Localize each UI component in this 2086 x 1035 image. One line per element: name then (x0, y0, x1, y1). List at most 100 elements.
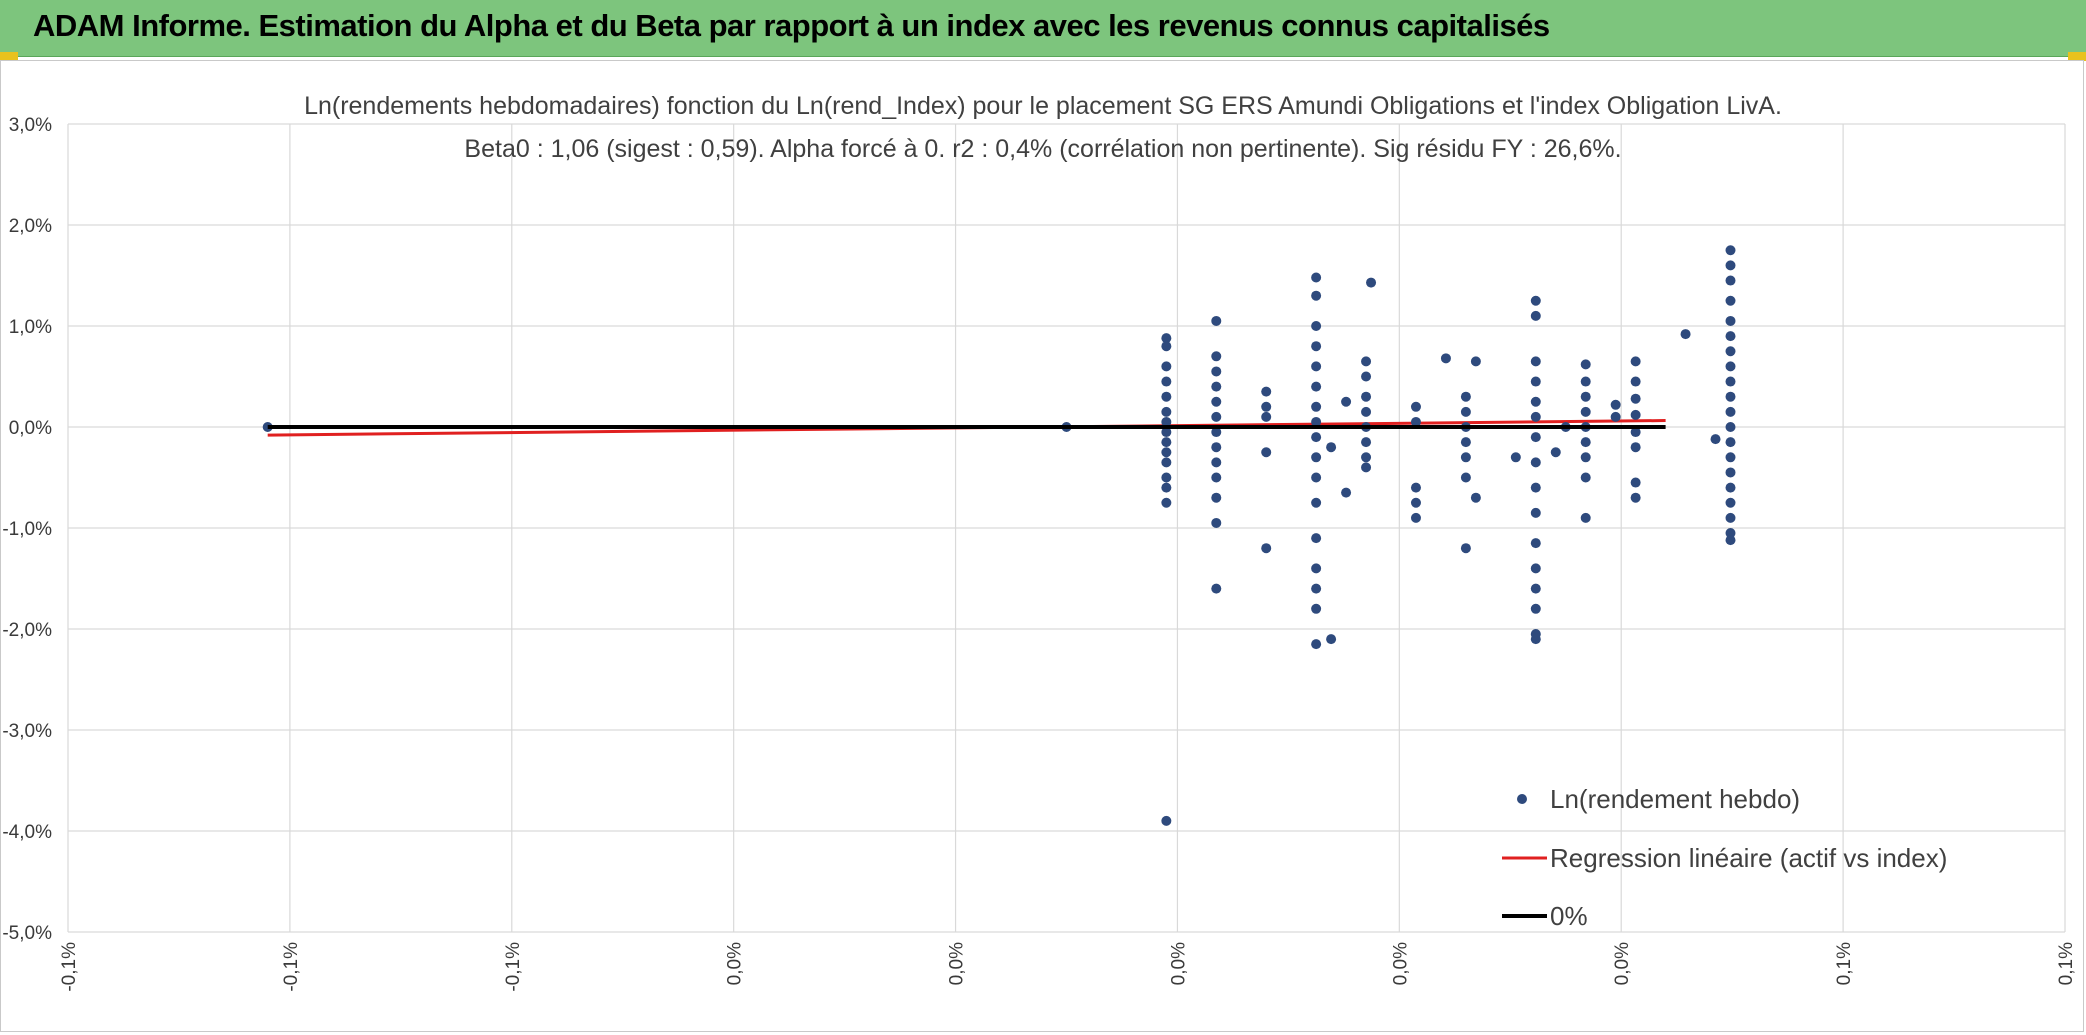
data-point (1211, 492, 1222, 503)
data-point (1311, 639, 1322, 650)
data-point (1410, 416, 1421, 427)
data-point (1725, 245, 1736, 256)
y-tick-label: -1,0% (2, 519, 52, 540)
data-point (1211, 396, 1222, 407)
data-point (1630, 427, 1641, 438)
x-tick-label: -0,1% (59, 942, 80, 992)
x-tick-label: -0,1% (503, 942, 524, 992)
data-point (1341, 487, 1352, 498)
data-point (1161, 341, 1172, 352)
data-point (1530, 396, 1541, 407)
data-point (1610, 411, 1621, 422)
legend-zero-label: 0% (1550, 901, 1588, 931)
data-point (1530, 411, 1541, 422)
data-point (1530, 376, 1541, 387)
legend-regression-label: Regression linéaire (actif vs index) (1550, 843, 1947, 873)
y-tick-label: 1,0% (9, 317, 52, 338)
data-point (1580, 452, 1591, 463)
data-point (1361, 462, 1372, 473)
data-point (1530, 603, 1541, 614)
data-point (1161, 482, 1172, 493)
data-point (1211, 366, 1222, 377)
data-point (1460, 452, 1471, 463)
data-point (1580, 406, 1591, 417)
x-tick-label: 0,0% (947, 942, 968, 985)
data-point (1261, 411, 1272, 422)
data-point (1725, 376, 1736, 387)
data-point (1460, 391, 1471, 402)
data-point (1725, 512, 1736, 523)
data-point (1530, 583, 1541, 594)
data-point (1311, 603, 1322, 614)
y-tick-label: -2,0% (2, 620, 52, 641)
data-point (1261, 386, 1272, 397)
data-point (1311, 497, 1322, 508)
data-point (1211, 315, 1222, 326)
data-point (1261, 543, 1272, 554)
x-tick-label: 0,0% (1168, 942, 1189, 985)
data-point (1725, 260, 1736, 271)
data-point (1311, 381, 1322, 392)
data-point (1630, 492, 1641, 503)
data-point (1211, 411, 1222, 422)
data-point (1630, 356, 1641, 367)
data-point (1311, 321, 1322, 331)
data-layer (262, 245, 1736, 826)
data-point (1211, 472, 1222, 483)
data-point (1311, 290, 1322, 301)
data-point (1725, 422, 1736, 432)
data-point (1630, 393, 1641, 404)
banner-corner-marker (0, 52, 18, 61)
y-tick-label: 3,0% (9, 115, 52, 136)
data-point (1311, 452, 1322, 463)
data-point (1470, 356, 1481, 367)
data-point (1530, 482, 1541, 493)
data-point (1161, 447, 1172, 458)
data-point (1530, 538, 1541, 549)
data-point (1725, 361, 1736, 372)
data-point (1630, 376, 1641, 387)
data-point (1410, 497, 1421, 508)
data-point (1161, 427, 1172, 438)
data-point (1410, 512, 1421, 523)
data-point (1366, 277, 1377, 288)
data-point (1460, 472, 1471, 483)
legend: Ln(rendement hebdo) Regression linéaire … (1502, 784, 1947, 931)
data-point (1361, 452, 1372, 463)
data-point (1630, 409, 1641, 420)
data-point (1211, 381, 1222, 392)
data-point (1510, 452, 1521, 463)
data-point (1211, 583, 1222, 594)
legend-scatter-marker (1517, 794, 1527, 804)
data-point (1725, 406, 1736, 417)
data-point (1460, 437, 1471, 448)
grid (67, 123, 2066, 933)
data-point (1580, 359, 1591, 370)
report-title: ADAM Informe. Estimation du Alpha et du … (33, 8, 1550, 43)
data-point (1580, 391, 1591, 402)
data-point (1211, 351, 1222, 362)
data-point (1161, 391, 1172, 402)
data-point (1211, 517, 1222, 528)
y-tick-label: -3,0% (2, 721, 52, 742)
data-point (1530, 507, 1541, 518)
data-point (1161, 333, 1172, 344)
data-point (1161, 437, 1172, 448)
data-point (1311, 563, 1322, 574)
data-point (1311, 361, 1322, 372)
data-point (1530, 563, 1541, 574)
data-point (1530, 356, 1541, 367)
data-point (1326, 442, 1337, 453)
data-point (1211, 427, 1222, 438)
data-point (1311, 472, 1322, 483)
x-tick-label: 0,1% (2056, 942, 2077, 985)
data-point (1311, 432, 1322, 443)
data-point (1361, 391, 1372, 402)
x-tick-label: 0,0% (1612, 942, 1633, 985)
data-point (1361, 371, 1372, 382)
data-point (1470, 492, 1481, 503)
data-point (1530, 432, 1541, 443)
data-point (1725, 528, 1736, 539)
data-point (1680, 329, 1691, 340)
